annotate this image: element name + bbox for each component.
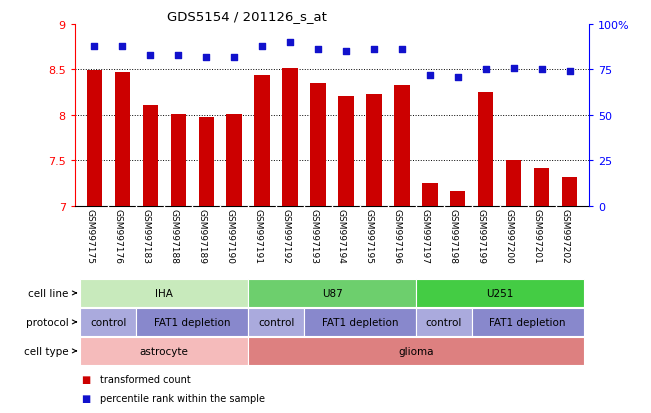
Text: glioma: glioma (398, 346, 434, 356)
Bar (227, 115, 242, 206)
Text: cell line: cell line (28, 288, 72, 298)
Bar (248, 308, 304, 336)
Text: ■: ■ (81, 393, 90, 403)
Text: astrocyte: astrocyte (140, 346, 189, 356)
Bar (136, 308, 248, 336)
Text: GSM997197: GSM997197 (421, 209, 430, 263)
Bar (255, 76, 270, 206)
Bar (562, 178, 577, 206)
Bar (450, 192, 465, 206)
Point (452, 74, 463, 81)
Text: percentile rank within the sample: percentile rank within the sample (100, 393, 264, 403)
Text: cell type: cell type (23, 346, 72, 356)
Bar (395, 85, 409, 206)
Text: transformed count: transformed count (100, 374, 190, 384)
Point (313, 47, 324, 54)
Bar (248, 279, 416, 307)
Text: control: control (258, 317, 294, 327)
Point (229, 54, 240, 61)
Point (340, 49, 351, 55)
Bar (339, 97, 353, 206)
Point (368, 47, 379, 54)
Text: GSM997198: GSM997198 (449, 209, 458, 263)
Bar (248, 337, 583, 365)
Text: GSM997200: GSM997200 (505, 209, 514, 263)
Point (480, 67, 491, 74)
Point (117, 43, 128, 50)
Point (257, 43, 268, 50)
Text: control: control (90, 317, 126, 327)
Bar (534, 169, 549, 206)
Bar (422, 184, 437, 206)
Bar (472, 308, 583, 336)
Text: GSM997192: GSM997192 (281, 209, 290, 263)
Text: GSM997176: GSM997176 (113, 209, 122, 263)
Text: GSM997189: GSM997189 (197, 209, 206, 263)
Point (89, 43, 100, 50)
Point (396, 47, 407, 54)
Text: U87: U87 (322, 288, 342, 298)
Bar (87, 71, 102, 206)
Point (285, 40, 296, 46)
Text: GSM997202: GSM997202 (561, 209, 570, 263)
Bar (506, 160, 521, 206)
Text: GSM997193: GSM997193 (309, 209, 318, 263)
Bar (283, 69, 298, 206)
Text: GSM997195: GSM997195 (365, 209, 374, 263)
Text: U251: U251 (486, 288, 514, 298)
Bar (416, 308, 472, 336)
Bar (81, 279, 248, 307)
Bar (311, 84, 326, 206)
Bar (81, 308, 136, 336)
Bar (478, 93, 493, 206)
Bar (199, 117, 214, 206)
Text: GSM997191: GSM997191 (253, 209, 262, 263)
Point (145, 52, 156, 59)
Point (424, 72, 435, 79)
Text: GSM997188: GSM997188 (169, 209, 178, 263)
Text: GDS5154 / 201126_s_at: GDS5154 / 201126_s_at (167, 10, 327, 23)
Bar (171, 115, 186, 206)
Text: ■: ■ (81, 374, 90, 384)
Text: GSM997199: GSM997199 (477, 209, 486, 263)
Bar (81, 337, 248, 365)
Text: IHA: IHA (156, 288, 173, 298)
Bar (304, 308, 416, 336)
Point (173, 52, 184, 59)
Bar (367, 95, 381, 206)
Text: GSM997194: GSM997194 (337, 209, 346, 263)
Text: GSM997190: GSM997190 (225, 209, 234, 263)
Bar (115, 73, 130, 206)
Bar (416, 279, 583, 307)
Bar (143, 106, 158, 206)
Point (536, 67, 547, 74)
Text: GSM997201: GSM997201 (533, 209, 542, 263)
Text: GSM997196: GSM997196 (393, 209, 402, 263)
Text: FAT1 depletion: FAT1 depletion (490, 317, 566, 327)
Text: control: control (426, 317, 462, 327)
Text: GSM997183: GSM997183 (141, 209, 150, 263)
Text: protocol: protocol (25, 317, 72, 327)
Point (508, 65, 519, 72)
Text: FAT1 depletion: FAT1 depletion (322, 317, 398, 327)
Point (564, 69, 575, 75)
Text: GSM997175: GSM997175 (85, 209, 94, 263)
Point (201, 54, 212, 61)
Text: FAT1 depletion: FAT1 depletion (154, 317, 230, 327)
